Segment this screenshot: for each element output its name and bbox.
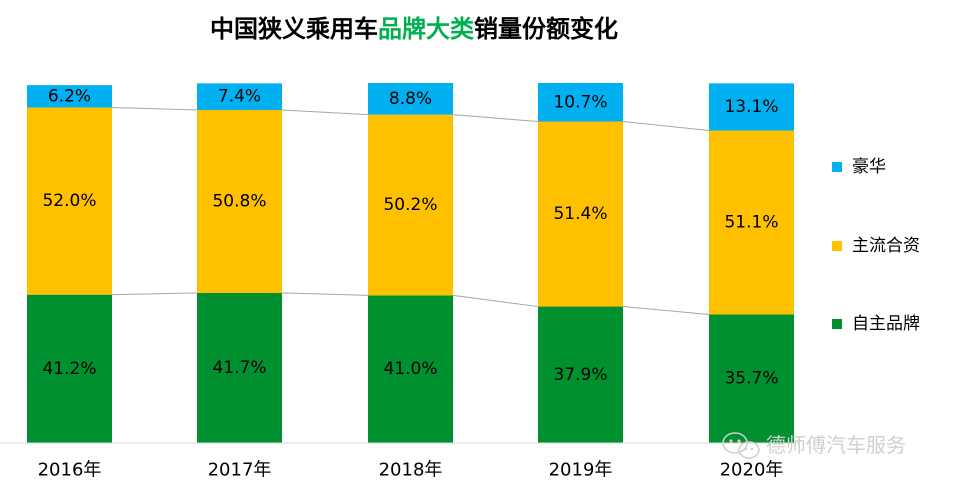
data-label: 52.0% [42, 191, 96, 211]
data-label: 41.7% [212, 358, 266, 378]
series-connector-line [281, 292, 369, 296]
x-tick-label: 2020年 [720, 460, 784, 481]
bar-segment [709, 83, 794, 131]
bar-segment [27, 107, 112, 295]
series-connector-line [452, 294, 539, 308]
watermark-text: 德师傅汽车服务 [766, 433, 906, 457]
series-connector-lines [111, 106, 710, 315]
legend-swatch [832, 319, 842, 329]
chart-title-part: 销量份额变化 [474, 15, 618, 43]
legend-label: 豪华 [852, 156, 886, 177]
series-connector-line [111, 106, 198, 111]
bar-segment [709, 314, 794, 443]
x-tick-label: 2016年 [38, 460, 102, 481]
series-connector-line [281, 109, 369, 116]
data-label: 51.4% [553, 204, 607, 224]
data-label: 41.2% [42, 359, 96, 379]
data-label: 35.7% [724, 369, 778, 389]
data-label: 51.1% [724, 213, 778, 233]
data-label: 37.9% [553, 365, 607, 385]
bar-segments: 41.2% 52.0% 6.2% 41.7% 50.8% 7.4% 41.0% 50.2% 8.… [27, 83, 794, 443]
bar-segment [368, 114, 453, 296]
x-tick-label: 2019年 [549, 460, 613, 481]
bar-segment [197, 292, 282, 443]
legend-label: 自主品牌 [852, 314, 920, 334]
data-label: 13.1% [724, 97, 778, 117]
series-connector-line [622, 121, 710, 132]
chart-title-part: 品牌大类 [378, 15, 475, 43]
x-tick-label: 2018年 [379, 460, 443, 481]
bar-segment [368, 83, 453, 115]
bar-segment [27, 294, 112, 443]
legend-item: 自主品牌 [832, 314, 920, 334]
data-label: 50.2% [383, 195, 437, 215]
legend-item: 主流合资 [832, 236, 920, 256]
data-label: 8.8% [389, 89, 432, 109]
watermark: 德师傅汽车服务 [722, 432, 906, 459]
bar-segment [709, 130, 794, 315]
bar-segment [538, 121, 623, 307]
data-label: 50.8% [212, 191, 266, 211]
data-label: 10.7% [553, 92, 607, 112]
series-connector-line [111, 292, 198, 296]
series-connector-line [452, 114, 539, 123]
legend-item: 豪华 [832, 156, 886, 177]
chart-title: 中国狭义乘用车品牌大类销量份额变化 [210, 15, 618, 43]
series-connector-line [622, 306, 710, 315]
data-label: 7.4% [218, 87, 261, 107]
bar-segment [197, 110, 282, 293]
bar-segment [197, 83, 282, 110]
bar-segment [538, 83, 623, 122]
legend-swatch [832, 241, 842, 251]
legend-label: 主流合资 [852, 236, 920, 256]
x-tick-label: 2017年 [208, 460, 272, 481]
wechat-icon [722, 432, 760, 459]
legend-swatch [832, 162, 842, 172]
bar-segment [538, 306, 623, 443]
data-label: 41.0% [383, 359, 437, 379]
chart-title-part: 中国狭义乘用车 [210, 15, 378, 43]
bar-segment [368, 295, 453, 443]
bar-segment [27, 85, 112, 108]
x-axis-tick-labels: 2016年 2017年 2018年 2019年 2020年 [38, 460, 784, 481]
data-label: 6.2% [48, 86, 91, 106]
